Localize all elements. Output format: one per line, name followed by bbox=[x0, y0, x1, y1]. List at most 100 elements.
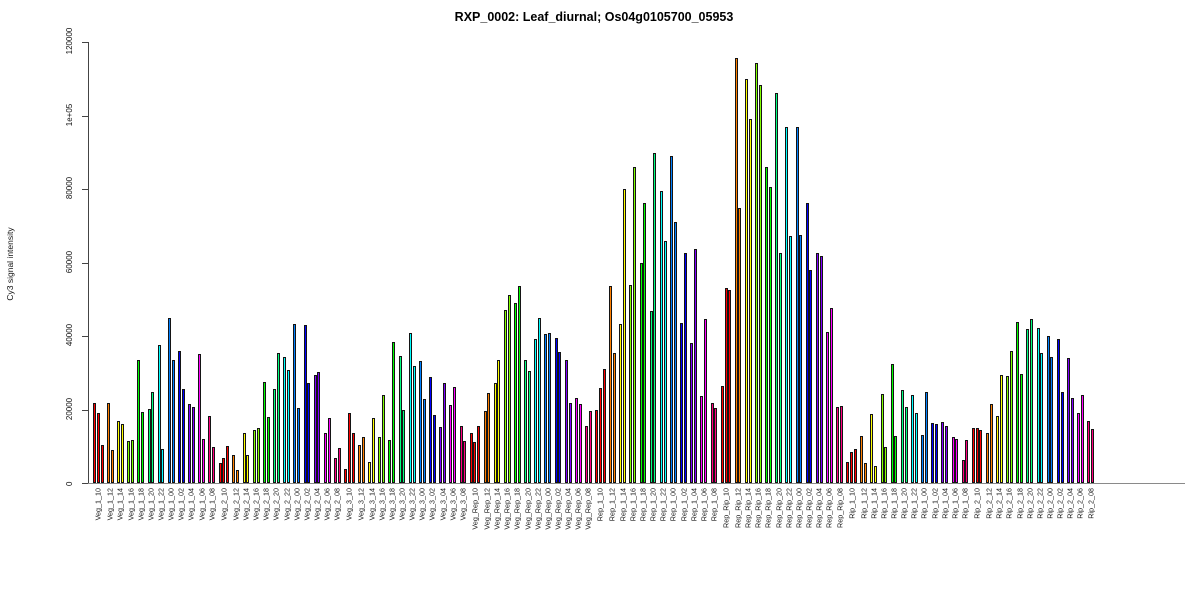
y-tick-label-text: 120000 bbox=[65, 27, 74, 55]
bar bbox=[819, 255, 823, 483]
x-tick-label: Rip_2_00 bbox=[1045, 488, 1055, 519]
bar bbox=[1046, 335, 1050, 483]
x-tick-label: Rip_2_02 bbox=[1055, 488, 1065, 519]
x-tick-label: Rep_1_16 bbox=[628, 488, 638, 522]
bar bbox=[202, 438, 205, 483]
bar bbox=[388, 440, 392, 483]
bar bbox=[534, 339, 538, 483]
x-tick-label: Rep_Rip_06 bbox=[824, 488, 834, 528]
x-tick-label: Rep_1_00 bbox=[668, 488, 678, 522]
bar bbox=[961, 459, 965, 483]
bar bbox=[910, 395, 914, 483]
bar bbox=[242, 433, 246, 483]
bar bbox=[829, 308, 833, 483]
bar bbox=[595, 409, 599, 483]
x-tick-label: Rep_1_20 bbox=[648, 488, 658, 522]
bar bbox=[941, 421, 945, 483]
bar bbox=[266, 416, 270, 483]
bar bbox=[931, 422, 935, 483]
x-tick-label: Rep_1_18 bbox=[638, 488, 648, 522]
x-tick-label: Rip_2_14 bbox=[994, 488, 1004, 519]
bar bbox=[999, 374, 1003, 483]
x-tick-label: Veg_Rep_00 bbox=[543, 488, 553, 530]
bar bbox=[683, 253, 687, 483]
bar bbox=[971, 427, 975, 483]
y-tick-label: 80000 bbox=[65, 177, 74, 201]
bar bbox=[307, 382, 311, 483]
bar bbox=[860, 435, 864, 483]
x-tick-label: Veg_1_22 bbox=[156, 488, 166, 521]
bar bbox=[412, 366, 416, 483]
x-tick-label: Veg_1_00 bbox=[166, 488, 176, 521]
x-tick-label: Veg_1_08 bbox=[207, 488, 217, 521]
bar bbox=[935, 423, 938, 483]
bar bbox=[863, 463, 867, 483]
x-tick-label: Rep_Rip_18 bbox=[763, 488, 773, 528]
bar bbox=[612, 352, 616, 483]
bar bbox=[704, 319, 708, 483]
x-tick-label: Rep_Rip_00 bbox=[794, 488, 804, 528]
bar bbox=[1087, 420, 1091, 483]
y-tick-label: 1e+05 bbox=[65, 103, 74, 127]
bar bbox=[333, 458, 337, 483]
x-tick-label: Rep_Rip_20 bbox=[774, 488, 784, 528]
bar bbox=[442, 382, 446, 483]
bar bbox=[720, 386, 724, 483]
x-tick-label: Veg_1_16 bbox=[126, 488, 136, 521]
x-tick-label: Veg_3_00 bbox=[417, 488, 427, 521]
bar bbox=[514, 302, 517, 483]
y-tick-mark bbox=[82, 42, 88, 43]
x-tick-label: Veg_Rep_10 bbox=[470, 488, 480, 530]
bar bbox=[147, 408, 151, 483]
bar bbox=[1077, 413, 1081, 483]
y-tick-mark bbox=[82, 115, 88, 117]
bar bbox=[826, 332, 829, 483]
x-tick-label: Rip_2_20 bbox=[1025, 488, 1035, 519]
y-tick-label-text: 0 bbox=[65, 481, 74, 486]
bar bbox=[659, 191, 663, 483]
x-tick-label: Rip_1_02 bbox=[930, 488, 940, 519]
bar bbox=[710, 402, 714, 483]
bar bbox=[744, 79, 748, 483]
bar bbox=[503, 309, 507, 483]
bar bbox=[890, 363, 894, 483]
bar bbox=[839, 405, 843, 483]
bar bbox=[161, 448, 165, 483]
bar bbox=[358, 445, 361, 483]
x-tick-label: Veg_2_00 bbox=[292, 488, 302, 521]
bar bbox=[779, 252, 782, 483]
bar bbox=[914, 413, 918, 483]
x-tick-label: Rip_2_22 bbox=[1035, 488, 1045, 519]
bar bbox=[874, 466, 878, 483]
y-tick-mark bbox=[82, 189, 88, 190]
bar bbox=[795, 127, 799, 483]
bar bbox=[680, 322, 684, 483]
y-tick-label: 20000 bbox=[65, 397, 74, 421]
bar bbox=[127, 440, 131, 483]
x-tick-label: Rep_Rip_14 bbox=[743, 488, 753, 528]
bar bbox=[137, 359, 141, 483]
x-tick-label: Rep_Rip_12 bbox=[733, 488, 743, 528]
bar bbox=[602, 369, 606, 483]
bar bbox=[222, 457, 226, 483]
bar bbox=[649, 310, 653, 483]
chart-title: RXP_0002: Leaf_diurnal; Os04g0105700_059… bbox=[454, 10, 734, 24]
x-tick-label: Veg_2_10 bbox=[219, 488, 229, 521]
bar bbox=[846, 461, 850, 483]
bar bbox=[212, 446, 216, 483]
bar bbox=[1030, 319, 1034, 483]
bar bbox=[1070, 398, 1074, 483]
bar bbox=[303, 324, 307, 483]
bar bbox=[805, 202, 809, 483]
x-tick-label: Veg_Rep_12 bbox=[482, 488, 492, 530]
bar bbox=[558, 351, 562, 483]
y-tick-label: 40000 bbox=[65, 324, 74, 348]
x-tick-label: Veg_Rep_02 bbox=[553, 488, 563, 530]
x-tick-label: Veg_Rep_06 bbox=[573, 488, 583, 530]
bar bbox=[955, 439, 959, 483]
x-tick-label: Veg_2_14 bbox=[241, 488, 251, 521]
bar bbox=[653, 153, 657, 483]
bar bbox=[979, 430, 983, 483]
y-tick-label-text: 20000 bbox=[65, 397, 74, 420]
